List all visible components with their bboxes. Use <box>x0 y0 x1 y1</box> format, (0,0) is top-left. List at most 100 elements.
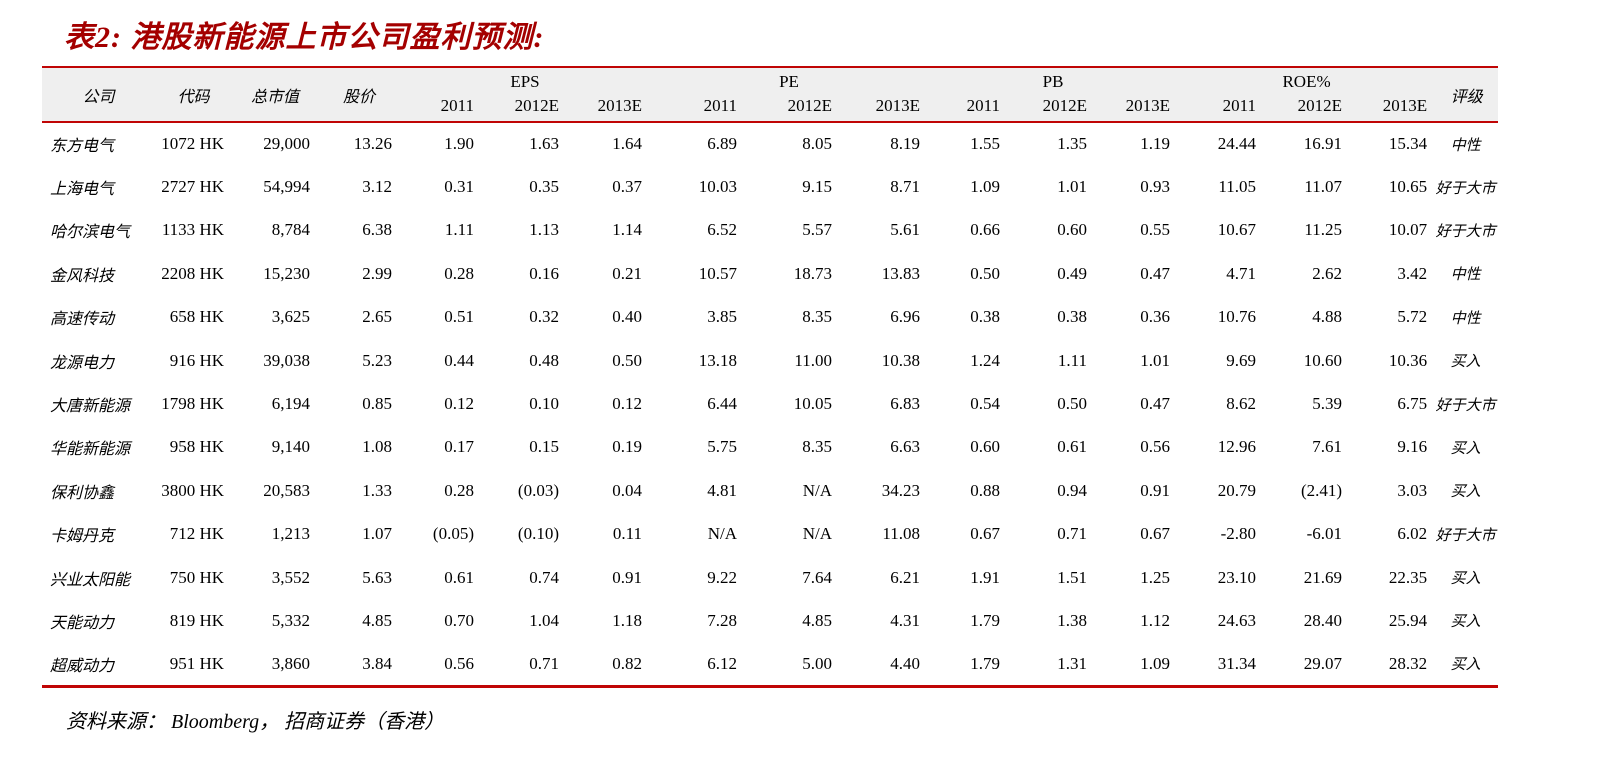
cell-pe-2: 10.38 <box>840 338 929 383</box>
cell-pb-2: 0.67 <box>1095 512 1179 556</box>
cell-pb-0: 1.79 <box>928 642 1009 688</box>
cell-eps-0: 0.44 <box>400 338 482 383</box>
cell-pb-1: 0.38 <box>1008 295 1096 339</box>
col-group-pe: PE <box>650 66 929 94</box>
table-row: 兴业太阳能 750 HK 3,552 5.63 0.61 0.74 0.91 9.22 7.64… <box>42 555 1499 600</box>
cell-eps-2: 1.18 <box>567 599 650 643</box>
cell-pb-0: 0.67 <box>928 512 1009 556</box>
cell-pe-1: 5.57 <box>745 208 840 253</box>
col-header-pb-2011: 2011 <box>928 94 1009 123</box>
cell-roe-0: 31.34 <box>1178 642 1265 688</box>
cell-roe-2: 3.42 <box>1350 252 1436 296</box>
col-group-roe: ROE% <box>1178 66 1436 94</box>
cell-price: 1.08 <box>318 425 400 470</box>
cell-pe-1: 9.15 <box>745 165 840 209</box>
cell-price: 2.99 <box>318 252 400 296</box>
cell-roe-2: 3.03 <box>1350 469 1436 513</box>
table-row: 龙源电力 916 HK 39,038 5.23 0.44 0.48 0.50 13.18 11.… <box>42 338 1499 383</box>
cell-roe-0: 20.79 <box>1178 469 1265 513</box>
cell-pe-0: 6.44 <box>650 382 745 426</box>
cell-roe-0: 11.05 <box>1178 165 1265 209</box>
cell-roe-1: 11.07 <box>1264 165 1351 209</box>
cell-mcap: 5,332 <box>232 599 318 643</box>
cell-pb-1: 1.11 <box>1008 338 1096 383</box>
cell-eps-0: 0.70 <box>400 599 482 643</box>
cell-code: 712 HK <box>155 512 232 556</box>
cell-pb-2: 0.47 <box>1095 382 1179 426</box>
cell-pb-1: 1.51 <box>1008 555 1096 600</box>
cell-eps-0: 0.51 <box>400 295 482 339</box>
earnings-forecast-table: 公司 代码 总市值 股价 EPS PE PB ROE% 评级 2011 2012… <box>42 66 1499 688</box>
table-header: 公司 代码 总市值 股价 EPS PE PB ROE% 评级 2011 2012… <box>42 66 1499 123</box>
cell-price: 5.63 <box>318 555 400 600</box>
cell-rating: 中性 <box>1435 295 1499 339</box>
col-header-rating: 评级 <box>1435 66 1499 123</box>
cell-eps-2: 1.64 <box>567 122 650 166</box>
cell-roe-0: 12.96 <box>1178 425 1265 470</box>
cell-company: 大唐新能源 <box>42 382 155 426</box>
cell-pe-0: 13.18 <box>650 338 745 383</box>
cell-pe-1: 8.05 <box>745 122 840 166</box>
cell-roe-1: 29.07 <box>1264 642 1351 688</box>
col-header-roe-2012e: 2012E <box>1264 94 1351 123</box>
cell-eps-2: 0.12 <box>567 382 650 426</box>
cell-code: 750 HK <box>155 555 232 600</box>
cell-pe-0: 4.81 <box>650 469 745 513</box>
cell-pe-0: 5.75 <box>650 425 745 470</box>
cell-pe-2: 34.23 <box>840 469 929 513</box>
table-row: 高速传动 658 HK 3,625 2.65 0.51 0.32 0.40 3.85 8.35 6… <box>42 295 1499 339</box>
cell-roe-1: 16.91 <box>1264 122 1351 166</box>
cell-pb-2: 1.19 <box>1095 122 1179 166</box>
col-header-code: 代码 <box>155 66 232 123</box>
cell-price: 6.38 <box>318 208 400 253</box>
cell-pe-1: 8.35 <box>745 295 840 339</box>
cell-pe-0: 6.12 <box>650 642 745 688</box>
cell-pe-1: 18.73 <box>745 252 840 296</box>
cell-roe-2: 25.94 <box>1350 599 1436 643</box>
cell-pe-2: 8.19 <box>840 122 929 166</box>
cell-eps-0: 0.12 <box>400 382 482 426</box>
cell-pe-2: 6.96 <box>840 295 929 339</box>
table-row: 天能动力 819 HK 5,332 4.85 0.70 1.04 1.18 7.28 4.85 4… <box>42 599 1499 643</box>
cell-code: 819 HK <box>155 599 232 643</box>
col-header-roe-2013e: 2013E <box>1350 94 1436 123</box>
cell-pe-2: 6.21 <box>840 555 929 600</box>
cell-mcap: 39,038 <box>232 338 318 383</box>
cell-eps-1: 0.71 <box>482 642 567 688</box>
cell-pb-1: 0.94 <box>1008 469 1096 513</box>
table-title: 表2: 港股新能源上市公司盈利预测: <box>64 21 545 54</box>
cell-pe-1: 5.00 <box>745 642 840 688</box>
cell-pe-1: 4.85 <box>745 599 840 643</box>
cell-mcap: 9,140 <box>232 425 318 470</box>
cell-pb-0: 0.50 <box>928 252 1009 296</box>
cell-mcap: 3,552 <box>232 555 318 600</box>
cell-roe-0: 9.69 <box>1178 338 1265 383</box>
cell-pe-0: N/A <box>650 512 745 556</box>
table-row: 上海电气 2727 HK 54,994 3.12 0.31 0.35 0.37 10.03 9.… <box>42 165 1499 209</box>
cell-company: 保利协鑫 <box>42 469 155 513</box>
cell-roe-2: 28.32 <box>1350 642 1436 688</box>
cell-eps-0: 0.56 <box>400 642 482 688</box>
cell-eps-0: 0.28 <box>400 469 482 513</box>
cell-roe-2: 5.72 <box>1350 295 1436 339</box>
cell-code: 2727 HK <box>155 165 232 209</box>
cell-pb-0: 1.79 <box>928 599 1009 643</box>
cell-rating: 买入 <box>1435 425 1499 470</box>
cell-roe-1: 7.61 <box>1264 425 1351 470</box>
cell-pb-1: 0.60 <box>1008 208 1096 253</box>
table-row: 华能新能源 958 HK 9,140 1.08 0.17 0.15 0.19 5.75 8.35… <box>42 425 1499 470</box>
cell-company: 上海电气 <box>42 165 155 209</box>
col-header-eps-2013e: 2013E <box>567 94 650 123</box>
cell-code: 658 HK <box>155 295 232 339</box>
cell-pb-2: 1.25 <box>1095 555 1179 600</box>
cell-eps-2: 0.21 <box>567 252 650 296</box>
cell-eps-0: 0.28 <box>400 252 482 296</box>
cell-rating: 买入 <box>1435 599 1499 643</box>
cell-price: 0.85 <box>318 382 400 426</box>
table-row: 超威动力 951 HK 3,860 3.84 0.56 0.71 0.82 6.12 5.00 4… <box>42 642 1499 688</box>
cell-mcap: 20,583 <box>232 469 318 513</box>
cell-pb-1: 0.50 <box>1008 382 1096 426</box>
cell-roe-1: 28.40 <box>1264 599 1351 643</box>
cell-pe-2: 8.71 <box>840 165 929 209</box>
